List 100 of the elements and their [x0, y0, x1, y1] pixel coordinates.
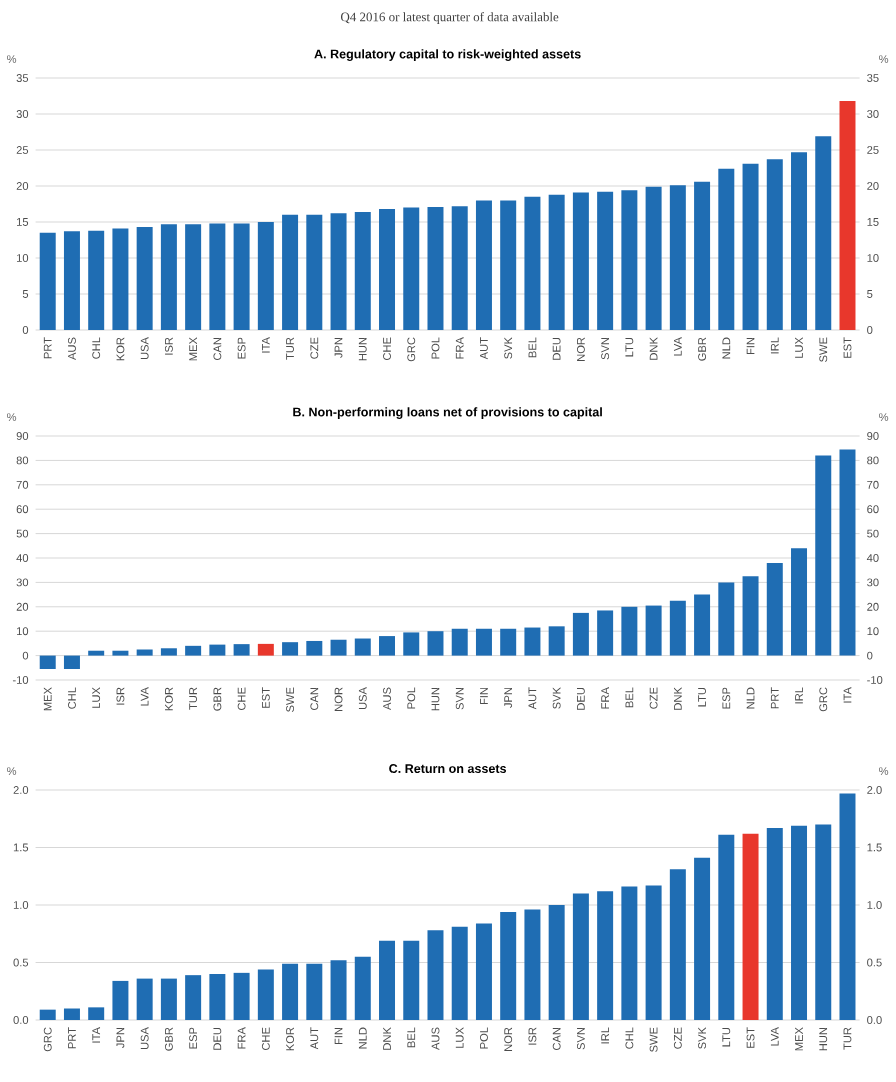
bar — [839, 793, 856, 1020]
bar — [185, 224, 202, 330]
bar — [694, 594, 711, 656]
bar — [524, 196, 541, 330]
bar — [282, 642, 299, 656]
bar — [112, 228, 129, 330]
bar — [354, 638, 371, 656]
bar — [379, 940, 396, 1020]
bar — [427, 631, 444, 656]
bar — [233, 223, 250, 330]
bar — [451, 926, 468, 1020]
bar — [233, 972, 250, 1020]
bar — [791, 825, 808, 1020]
bar — [379, 636, 396, 656]
bar — [64, 231, 81, 330]
bar — [548, 194, 565, 330]
bar — [500, 200, 517, 330]
bar — [136, 978, 153, 1020]
bar — [209, 974, 226, 1020]
bar — [403, 632, 420, 656]
bar — [64, 655, 81, 670]
bar — [209, 223, 226, 330]
bar — [258, 969, 275, 1020]
bar — [742, 163, 759, 330]
bar — [597, 610, 614, 656]
bar — [476, 200, 493, 330]
bar — [451, 206, 468, 330]
bar — [766, 562, 783, 656]
bar — [161, 224, 178, 330]
bar — [815, 455, 832, 656]
bar — [258, 643, 275, 656]
bar — [282, 214, 299, 330]
bar — [718, 834, 735, 1020]
bar — [645, 885, 662, 1020]
bar — [645, 605, 662, 656]
bar — [476, 628, 493, 656]
bar — [839, 101, 856, 330]
bar — [330, 213, 347, 330]
bar — [88, 1007, 105, 1020]
bar — [718, 168, 735, 330]
bar — [621, 886, 638, 1020]
bar — [524, 627, 541, 656]
bar — [379, 209, 396, 330]
bar — [815, 136, 832, 330]
bar — [694, 181, 711, 330]
bar — [427, 930, 444, 1020]
bar — [500, 628, 517, 656]
bar — [306, 214, 323, 330]
bar — [451, 628, 468, 656]
bar — [573, 893, 590, 1020]
bar — [330, 639, 347, 656]
bar — [39, 1009, 56, 1020]
bar — [39, 232, 56, 330]
bar — [403, 940, 420, 1020]
bar — [88, 650, 105, 656]
bar — [136, 227, 153, 330]
bar — [670, 600, 687, 656]
bar — [64, 1008, 81, 1020]
bar — [670, 869, 687, 1020]
bar — [185, 645, 202, 656]
bar — [306, 963, 323, 1020]
bar — [112, 980, 129, 1020]
bar — [209, 644, 226, 656]
bar — [112, 650, 129, 656]
bar — [548, 626, 565, 656]
bar — [621, 190, 638, 330]
bar — [742, 833, 759, 1020]
bar — [694, 857, 711, 1020]
bar — [161, 978, 178, 1020]
bar — [645, 186, 662, 330]
bar — [354, 956, 371, 1020]
bar — [427, 206, 444, 330]
bar — [766, 159, 783, 330]
bar — [161, 648, 178, 656]
bar — [258, 222, 275, 330]
bar — [597, 191, 614, 330]
bar — [791, 548, 808, 656]
bar — [39, 655, 56, 670]
bar — [718, 582, 735, 656]
bar — [621, 606, 638, 656]
bar — [597, 891, 614, 1020]
bar — [403, 207, 420, 330]
bar — [233, 644, 250, 656]
bar — [354, 211, 371, 330]
bar — [185, 975, 202, 1020]
bar — [742, 576, 759, 656]
bar — [815, 824, 832, 1020]
bar — [573, 612, 590, 656]
bar — [670, 185, 687, 330]
bar — [88, 230, 105, 330]
bar — [500, 911, 517, 1020]
bar — [524, 909, 541, 1020]
bar — [766, 827, 783, 1020]
bar — [839, 449, 856, 656]
bar — [548, 905, 565, 1020]
bar — [573, 192, 590, 330]
bar — [791, 152, 808, 330]
bar — [282, 963, 299, 1020]
bar — [330, 960, 347, 1020]
bar — [476, 923, 493, 1020]
